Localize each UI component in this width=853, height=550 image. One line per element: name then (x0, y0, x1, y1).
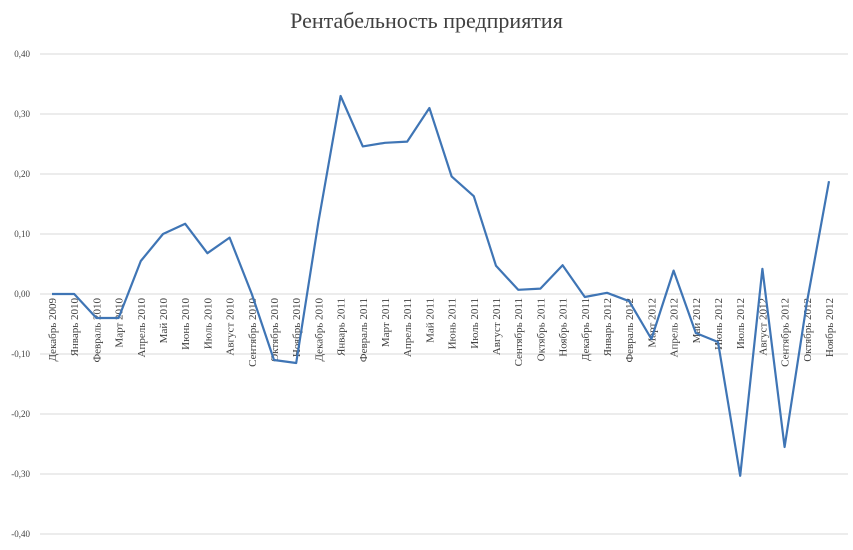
x-tick-label: Июль 2011 (469, 298, 481, 349)
y-tick-label: 0,00 (14, 289, 30, 299)
x-tick-label: Июль 2012 (735, 298, 747, 349)
x-tick-label: Ноябрь 2012 (824, 298, 836, 357)
y-tick-label: -0,30 (11, 469, 30, 479)
x-tick-label: Сентябрь 2010 (247, 298, 259, 367)
x-tick-label: Январь 2010 (69, 298, 81, 357)
x-tick-label: Март 2011 (380, 298, 392, 347)
x-tick-label: Декабрь 2009 (47, 298, 59, 362)
x-tick-label: Июль 2010 (202, 298, 214, 350)
series-layer (52, 94, 831, 477)
x-tick-label: Август 2012 (757, 298, 769, 356)
x-tick-label: Июнь 2010 (180, 298, 192, 350)
x-tick-label: Апрель 2011 (402, 298, 414, 357)
x-tick-label: Ноябрь 2011 (558, 298, 570, 357)
x-tick-label: Октябрь 2011 (535, 298, 547, 361)
x-tick-label: Сентябрь 2011 (513, 298, 525, 366)
y-axis-tick-labels: 0,40 0,30 0,20 0,10 0,00 -0,10 -0,20 -0,30 -0,40 (11, 49, 30, 539)
x-tick-label: Апрель 2010 (136, 298, 148, 358)
y-tick-label: 0,20 (14, 169, 30, 179)
y-tick-label: -0,40 (11, 529, 30, 539)
chart-title: Рентабельность предприятия (290, 8, 563, 33)
x-axis-tick-labels: Декабрь 2009 Январь 2010 Февраль 2010 Март … (47, 298, 836, 367)
y-tick-label: -0,10 (11, 349, 30, 359)
x-tick-label: Май 2012 (691, 298, 703, 343)
y-tick-label: -0,20 (11, 409, 30, 419)
x-tick-label: Апрель 2012 (669, 298, 681, 357)
x-tick-label: Февраль 2011 (358, 298, 370, 362)
x-tick-label: Октябрь 2010 (269, 298, 281, 362)
x-tick-label: Май 2011 (424, 298, 436, 343)
x-tick-label: Май 2010 (158, 298, 170, 344)
x-tick-label: Январь 2012 (602, 298, 614, 356)
x-tick-label: Февраль 2012 (624, 298, 636, 363)
y-tick-label: 0,40 (14, 49, 30, 59)
x-tick-label: Август 2011 (491, 298, 503, 355)
x-tick-label: Декабрь 2011 (580, 298, 592, 361)
x-tick-label: Август 2010 (225, 298, 237, 356)
gridlines (40, 53, 848, 535)
series-line (52, 94, 831, 477)
x-tick-label: Январь 2011 (336, 298, 348, 356)
x-tick-label: Февраль 2010 (91, 298, 103, 363)
y-tick-label: 0,30 (14, 109, 30, 119)
y-tick-label: 0,10 (14, 229, 30, 239)
x-tick-label: Июнь 2012 (713, 298, 725, 350)
x-tick-label: Июнь 2011 (447, 298, 459, 349)
x-tick-label: Сентябрь 2012 (780, 298, 792, 367)
x-tick-label: Декабрь 2010 (313, 298, 325, 362)
